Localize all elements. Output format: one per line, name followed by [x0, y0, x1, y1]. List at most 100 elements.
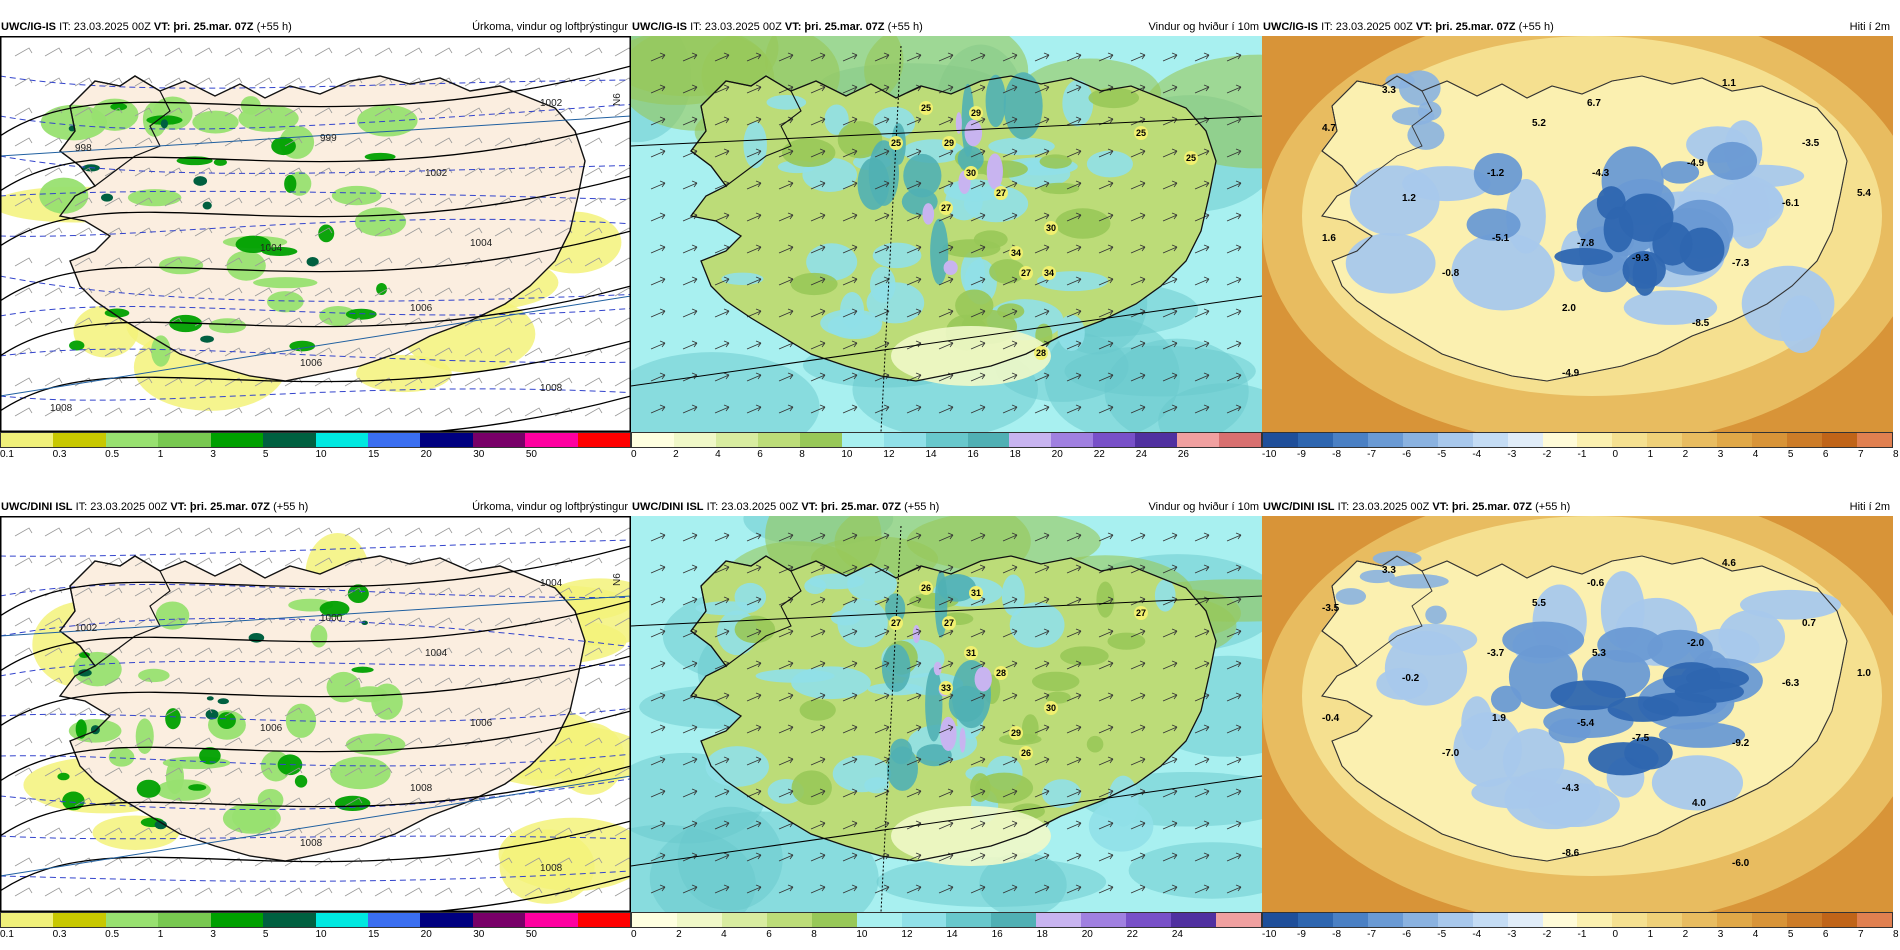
- colorbar-swatch: [1263, 913, 1298, 927]
- panel-header: UWC/DINI ISL IT: 23.03.2025 00Z VT: þri.…: [631, 498, 1262, 516]
- colorbar-swatch: [841, 433, 884, 447]
- colorbar-swatch: [766, 913, 812, 927]
- init-time: IT: 23.03.2025 00Z: [59, 21, 151, 33]
- colorbar-tick: 1: [1647, 449, 1654, 460]
- colorbar-tick: 3: [210, 929, 216, 940]
- colorbar-swatch: [925, 433, 968, 447]
- colorbar-swatch: [632, 913, 677, 927]
- init-time: IT: 23.03.2025 00Z: [75, 501, 168, 513]
- isobar-label: 1002: [75, 623, 98, 634]
- precip-colorbar-ticks: 0.1 0.3 0.5 1 3 5 10 15 20 30 50: [0, 448, 631, 462]
- gust-label: 30: [966, 168, 976, 178]
- colorbar-swatch: [1367, 433, 1403, 447]
- wind-colorbar: [631, 912, 1262, 928]
- colorbar-tick: 2: [676, 929, 682, 940]
- panel-title: Úrkoma, vindur og loftþrýstingur: [472, 21, 628, 33]
- colorbar-tick: 8: [1893, 449, 1899, 460]
- colorbar-tick: 8: [799, 449, 805, 460]
- valid-time-label: VT:: [170, 501, 187, 513]
- panel-header: UWC/IG-IS IT: 23.03.2025 00Z VT: þri. 25…: [1262, 18, 1893, 36]
- colorbar-tick: 20: [1081, 929, 1093, 940]
- colorbar-swatch: [673, 433, 716, 447]
- colorbar-tick: 4: [715, 449, 721, 460]
- gust-marker: [969, 106, 983, 120]
- colorbar-tick: 5: [262, 449, 269, 460]
- gust-label: 25: [891, 138, 901, 148]
- colorbar-swatch: [1822, 433, 1857, 447]
- colorbar-swatch: [105, 433, 159, 447]
- isobar-label: 1006: [260, 723, 283, 734]
- colorbar-tick: 50: [525, 449, 537, 460]
- colorbar-tick: 14: [946, 929, 958, 940]
- colorbar-swatch: [946, 913, 992, 927]
- colorbar-tick: 2: [673, 449, 679, 460]
- panel-title: Vindur og hviður í 10m: [1148, 21, 1259, 33]
- gust-marker: [964, 646, 978, 660]
- colorbar-swatch: [1402, 913, 1438, 927]
- temperature-label: 5.5: [1532, 598, 1546, 609]
- wind-colorbar: [631, 432, 1262, 448]
- model-name: UWC/DINI ISL: [1263, 501, 1335, 513]
- gust-label: 31: [971, 588, 981, 598]
- gust-label: 25: [1186, 153, 1196, 163]
- temp-colorbar-ticks: -10-9-8-7-6-5-4-3-2-10123456789: [1262, 448, 1899, 462]
- colorbar-tick: 1: [157, 929, 164, 940]
- valid-time-label: VT:: [784, 21, 802, 33]
- colorbar-swatch: [1787, 913, 1822, 927]
- temperature-label: -1.2: [1487, 168, 1505, 179]
- wind-colorbar-ticks: 0 2 4 6 8 10 12 14 16 18 20 22 24 26: [631, 448, 1262, 462]
- colorbar-tick: 3: [210, 449, 216, 460]
- gust-marker: [1019, 746, 1033, 760]
- colorbar-tick: 12: [901, 929, 913, 940]
- gust-marker: [889, 136, 903, 150]
- colorbar-tick: 0.3: [52, 929, 67, 940]
- colorbar-swatch: [1093, 433, 1136, 447]
- colorbar-tick: 0.1: [0, 929, 14, 940]
- temperature-label: 1.2: [1402, 193, 1416, 204]
- valid-time: þri. 25.mar. 07Z: [1435, 21, 1516, 33]
- temp-map-svg: 3.3 -3.5 4.6 -0.6 5.5 0.7 -3.7 5.3 -2.0 1.0 -0.2 -6…: [1262, 516, 1893, 912]
- colorbar-tick: 6: [1822, 929, 1829, 940]
- model-name: UWC/IG-IS: [1, 21, 56, 33]
- colorbar-tick: -5: [1437, 449, 1447, 460]
- gust-marker: [919, 581, 933, 595]
- gust-marker: [969, 586, 983, 600]
- colorbar-swatch: [1177, 433, 1220, 447]
- model-name: UWC/IG-IS: [1263, 21, 1318, 33]
- gust-marker: [994, 666, 1008, 680]
- lead-time: (+55 h): [256, 21, 292, 33]
- gust-marker: [1044, 701, 1058, 715]
- colorbar-tick: -10: [1262, 929, 1277, 940]
- colorbar-swatch: [1472, 433, 1508, 447]
- panel-title: Vindur og hviður í 10m: [1148, 501, 1259, 513]
- colorbar-tick: 30: [473, 929, 485, 940]
- colorbar-tick: 20: [420, 929, 432, 940]
- isobar-label: 1004: [540, 578, 563, 589]
- temperature-label: -6.0: [1732, 858, 1750, 869]
- gust-marker: [1034, 346, 1048, 360]
- temperature-label: -4.3: [1562, 783, 1580, 794]
- gust-marker: [942, 616, 956, 630]
- wind-map: 25 25 29 29 25 30 27 27 30 34 27 34 25 28: [631, 36, 1262, 432]
- valid-time-label: VT:: [153, 21, 171, 33]
- colorbar-swatch: [1612, 913, 1648, 927]
- lead-time: (+55 h): [1518, 21, 1554, 33]
- colorbar-swatch: [1437, 913, 1473, 927]
- temperature-label: 3.3: [1382, 85, 1396, 96]
- colorbar-swatch: [1297, 913, 1333, 927]
- model-name: UWC/IG-IS: [632, 21, 687, 33]
- gust-marker: [889, 616, 903, 630]
- init-time: IT: 23.03.2025 00Z: [706, 501, 799, 513]
- colorbar-swatch: [1332, 913, 1368, 927]
- colorbar-tick: -7: [1367, 449, 1377, 460]
- temperature-label: -7.5: [1632, 733, 1650, 744]
- colorbar-swatch: [210, 913, 264, 927]
- colorbar-swatch: [1081, 913, 1127, 927]
- gust-label: 27: [941, 203, 951, 213]
- temperature-label: 4.6: [1722, 558, 1736, 569]
- colorbar-swatch: [1856, 913, 1892, 927]
- colorbar-swatch: [1717, 433, 1753, 447]
- valid-time: þri. 25.mar. 07Z: [804, 21, 885, 33]
- colorbar-swatch: [676, 913, 722, 927]
